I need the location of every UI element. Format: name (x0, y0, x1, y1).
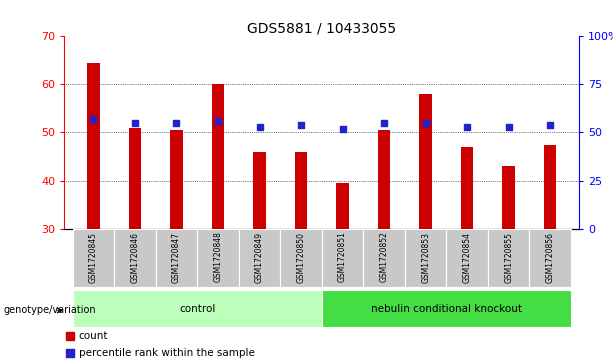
Text: GSM1720851: GSM1720851 (338, 232, 347, 282)
Bar (322, 290, 571, 327)
Bar (461, 147, 473, 229)
Title: GDS5881 / 10433055: GDS5881 / 10433055 (247, 21, 397, 35)
Bar (73, 229, 114, 287)
Text: GSM1720854: GSM1720854 (463, 232, 471, 282)
Bar (170, 130, 183, 229)
Text: control: control (179, 303, 215, 314)
Bar (253, 152, 266, 229)
Text: GSM1720846: GSM1720846 (131, 232, 140, 282)
Bar (197, 229, 239, 287)
Bar (87, 63, 100, 229)
Text: GSM1720852: GSM1720852 (379, 232, 389, 282)
Bar (114, 229, 156, 287)
Bar (129, 128, 141, 229)
Text: GSM1720847: GSM1720847 (172, 232, 181, 282)
Point (88, 116, 98, 122)
Bar (488, 229, 530, 287)
Bar (73, 290, 322, 327)
Point (130, 120, 140, 126)
Bar (156, 229, 197, 287)
Point (254, 124, 264, 130)
Text: GSM1720845: GSM1720845 (89, 232, 98, 282)
Bar (364, 229, 405, 287)
Bar (419, 94, 432, 229)
Point (379, 120, 389, 126)
Text: GSM1720856: GSM1720856 (546, 232, 555, 282)
Point (172, 120, 181, 126)
Bar (378, 130, 390, 229)
Text: nebulin conditional knockout: nebulin conditional knockout (371, 303, 522, 314)
Point (462, 124, 472, 130)
Text: percentile rank within the sample: percentile rank within the sample (78, 348, 254, 359)
Bar (503, 166, 515, 229)
Bar (211, 84, 224, 229)
Point (421, 120, 430, 126)
Text: GSM1720850: GSM1720850 (297, 232, 305, 282)
Text: count: count (78, 331, 108, 341)
Bar (405, 229, 446, 287)
Text: genotype/variation: genotype/variation (3, 305, 96, 315)
Bar (239, 229, 280, 287)
Bar (280, 229, 322, 287)
Bar (322, 229, 364, 287)
Point (546, 122, 555, 128)
Bar (530, 229, 571, 287)
Point (64, 351, 74, 356)
Bar (295, 152, 307, 229)
Bar (337, 183, 349, 229)
Text: GSM1720849: GSM1720849 (255, 232, 264, 282)
Point (338, 126, 348, 131)
Point (213, 118, 223, 124)
Point (504, 124, 514, 130)
Bar (446, 229, 488, 287)
Text: GSM1720853: GSM1720853 (421, 232, 430, 282)
Point (64, 333, 74, 339)
Bar (544, 144, 557, 229)
Point (296, 122, 306, 128)
Text: GSM1720855: GSM1720855 (504, 232, 513, 282)
Text: GSM1720848: GSM1720848 (213, 232, 223, 282)
